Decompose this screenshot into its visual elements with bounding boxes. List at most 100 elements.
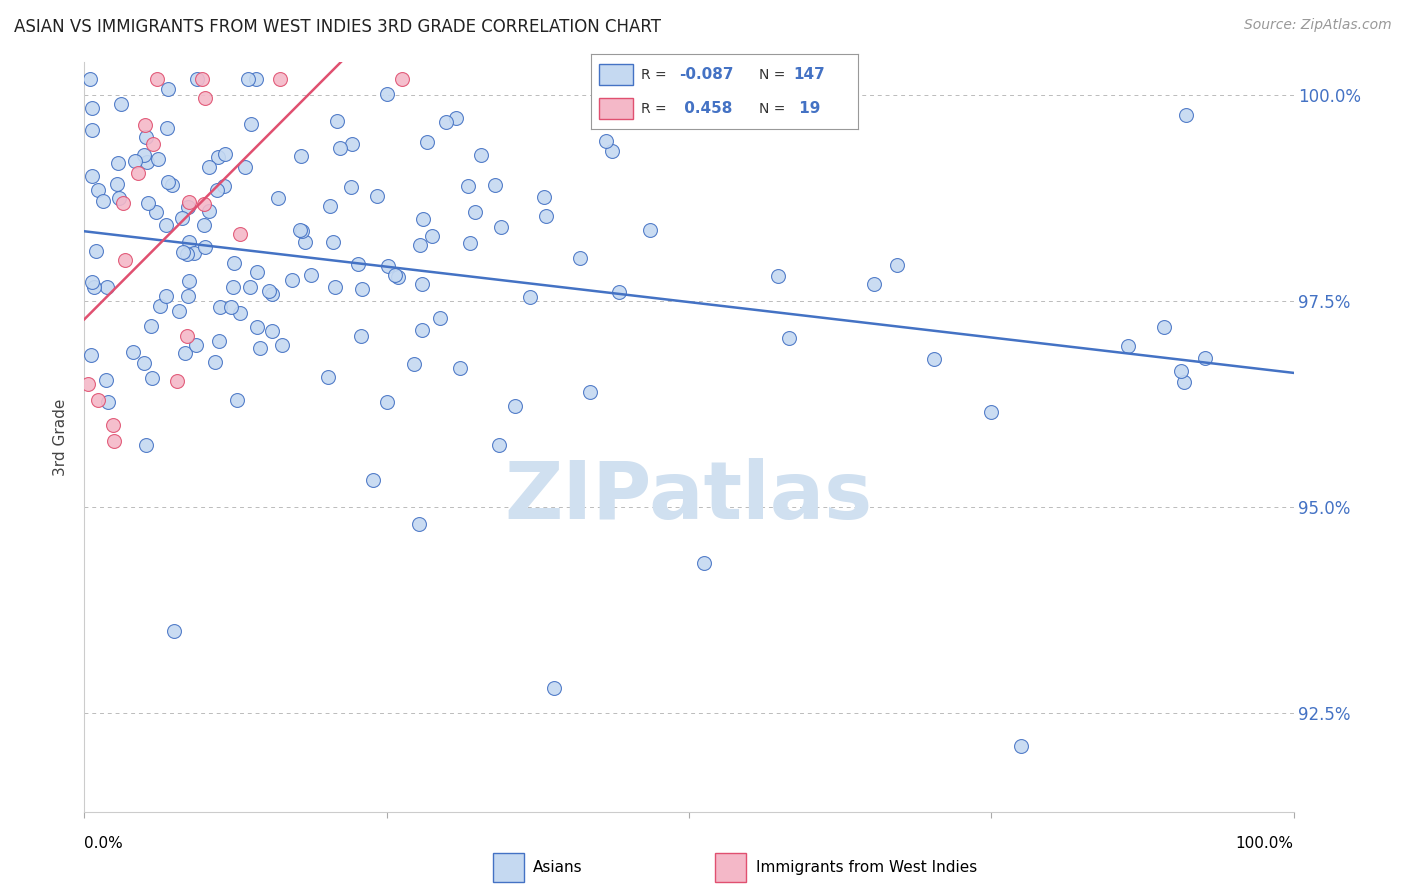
- Point: [886, 258, 908, 272]
- Point: [135, 438, 157, 452]
- Point: [863, 277, 886, 291]
- Point: [543, 681, 565, 696]
- Point: [162, 624, 184, 638]
- Y-axis label: 3rd Grade: 3rd Grade: [53, 399, 69, 475]
- Text: N =: N =: [759, 68, 785, 82]
- Point: [411, 322, 433, 336]
- Point: [229, 306, 252, 320]
- Point: [167, 303, 190, 318]
- Point: [347, 257, 370, 271]
- Point: [112, 195, 135, 210]
- Point: [191, 71, 214, 86]
- Text: 19: 19: [793, 102, 820, 116]
- Point: [79, 71, 101, 86]
- Point: [177, 235, 200, 249]
- Point: [224, 256, 246, 270]
- Point: [595, 134, 617, 148]
- Point: [325, 114, 347, 128]
- Point: [97, 394, 120, 409]
- Point: [157, 82, 180, 96]
- Text: R =: R =: [641, 68, 666, 82]
- Point: [114, 253, 136, 268]
- Point: [384, 268, 406, 283]
- Point: [207, 150, 229, 164]
- Point: [980, 405, 1002, 419]
- Bar: [599, 64, 633, 86]
- Point: [101, 417, 124, 432]
- Point: [204, 355, 226, 369]
- Bar: [716, 854, 747, 881]
- Point: [127, 166, 149, 180]
- Point: [519, 290, 541, 304]
- Point: [260, 286, 283, 301]
- Point: [212, 179, 235, 194]
- Point: [229, 227, 252, 241]
- Point: [1153, 320, 1175, 334]
- Point: [179, 274, 201, 288]
- Point: [198, 204, 221, 219]
- Text: ASIAN VS IMMIGRANTS FROM WEST INDIES 3RD GRADE CORRELATION CHART: ASIAN VS IMMIGRANTS FROM WEST INDIES 3RD…: [14, 18, 661, 36]
- Point: [209, 300, 232, 314]
- Point: [186, 71, 208, 86]
- Point: [108, 191, 131, 205]
- Point: [245, 71, 267, 86]
- Point: [96, 280, 118, 294]
- Point: [464, 205, 486, 219]
- Point: [134, 118, 156, 132]
- Point: [80, 122, 103, 136]
- Point: [142, 136, 165, 151]
- Point: [349, 329, 371, 343]
- Point: [692, 556, 714, 570]
- Point: [375, 87, 398, 101]
- Point: [1174, 108, 1197, 122]
- Point: [484, 178, 506, 193]
- Point: [214, 147, 236, 161]
- Point: [176, 329, 198, 343]
- Point: [162, 178, 184, 192]
- Point: [503, 400, 526, 414]
- Point: [449, 360, 471, 375]
- Point: [766, 269, 789, 284]
- Point: [339, 180, 361, 194]
- Point: [183, 246, 205, 260]
- Point: [110, 97, 132, 112]
- Point: [135, 130, 157, 145]
- Point: [184, 337, 207, 351]
- Point: [82, 169, 104, 183]
- Point: [246, 319, 269, 334]
- Point: [411, 277, 433, 291]
- Point: [156, 121, 179, 136]
- Point: [271, 338, 294, 352]
- Point: [569, 251, 592, 265]
- Text: 0.458: 0.458: [679, 102, 733, 116]
- Point: [226, 392, 249, 407]
- Point: [420, 229, 443, 244]
- Text: Asians: Asians: [533, 860, 582, 875]
- Point: [409, 237, 432, 252]
- Point: [246, 265, 269, 279]
- Point: [176, 200, 198, 214]
- Point: [316, 369, 339, 384]
- Point: [87, 183, 110, 197]
- Point: [122, 344, 145, 359]
- Point: [155, 218, 177, 232]
- Point: [170, 211, 193, 226]
- Point: [638, 223, 661, 237]
- Text: N =: N =: [759, 102, 785, 116]
- Bar: [492, 854, 523, 881]
- Point: [412, 211, 434, 226]
- Text: ZIPatlas: ZIPatlas: [505, 458, 873, 536]
- Point: [366, 189, 388, 203]
- Point: [94, 373, 117, 387]
- Point: [77, 376, 100, 391]
- Point: [141, 319, 163, 334]
- Point: [221, 300, 243, 314]
- Point: [457, 179, 479, 194]
- Point: [145, 71, 167, 86]
- Point: [205, 183, 228, 197]
- Point: [193, 219, 215, 233]
- Point: [240, 117, 263, 131]
- Point: [415, 136, 437, 150]
- Point: [429, 311, 451, 326]
- Text: Immigrants from West Indies: Immigrants from West Indies: [755, 860, 977, 875]
